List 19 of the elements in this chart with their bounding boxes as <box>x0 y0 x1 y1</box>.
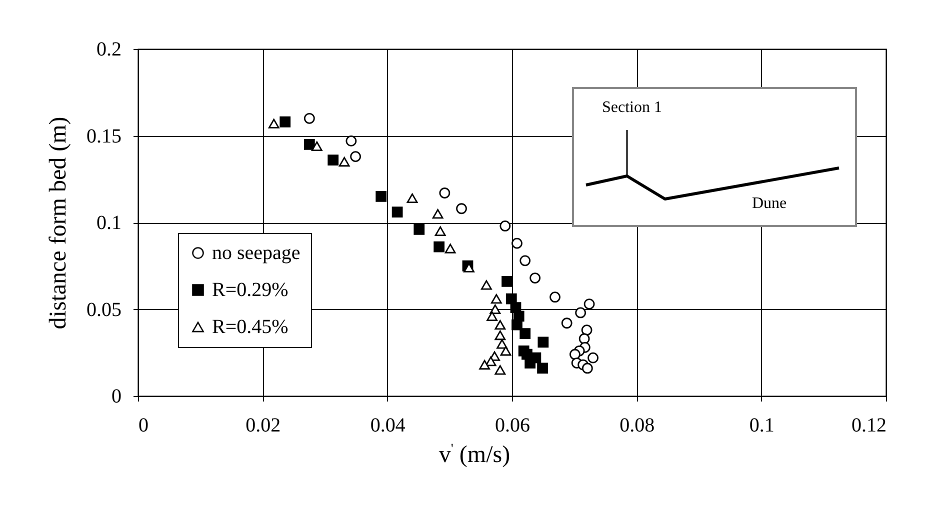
annotation: Dune <box>752 195 787 213</box>
x-tick-label: 0.1 <box>749 414 774 436</box>
legend-label: R=0.29% <box>212 279 288 301</box>
y-tick-label: 0.15 <box>86 125 122 148</box>
legend-label: no seepage <box>212 242 300 264</box>
y-axis-title: distance form bed (m) <box>46 116 72 330</box>
y-tick-label: 0.1 <box>96 212 122 234</box>
y-tick-label: 0.05 <box>86 298 122 321</box>
x-tick-label: 0.02 <box>246 414 281 436</box>
annotation: Section 1 <box>602 99 662 117</box>
y-tick-label: 0.2 <box>96 38 122 60</box>
x-tick-label: 0.12 <box>852 414 886 436</box>
x-tick-label: 0.06 <box>495 414 530 436</box>
x-axis-title: v$^{'}$ (m/s) <box>438 442 512 469</box>
x-tick-label: 0.08 <box>620 414 655 436</box>
legend-label: R=0.45% <box>212 316 288 338</box>
x-tick-label: 0.04 <box>370 414 406 436</box>
y-tick-label: 0 <box>112 386 122 408</box>
x-tick-label: 0 <box>138 414 148 436</box>
